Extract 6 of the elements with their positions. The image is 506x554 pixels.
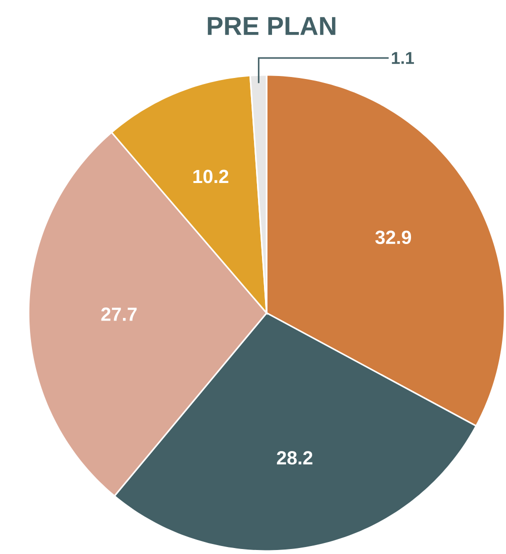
data-label: 1.1: [392, 52, 414, 64]
data-label: 32.9: [376, 230, 412, 244]
data-label: 28.2: [277, 451, 313, 465]
data-label: 10.2: [194, 170, 228, 184]
chart-title: PRE PLAN: [208, 17, 336, 35]
data-label: 27.7: [101, 308, 137, 321]
